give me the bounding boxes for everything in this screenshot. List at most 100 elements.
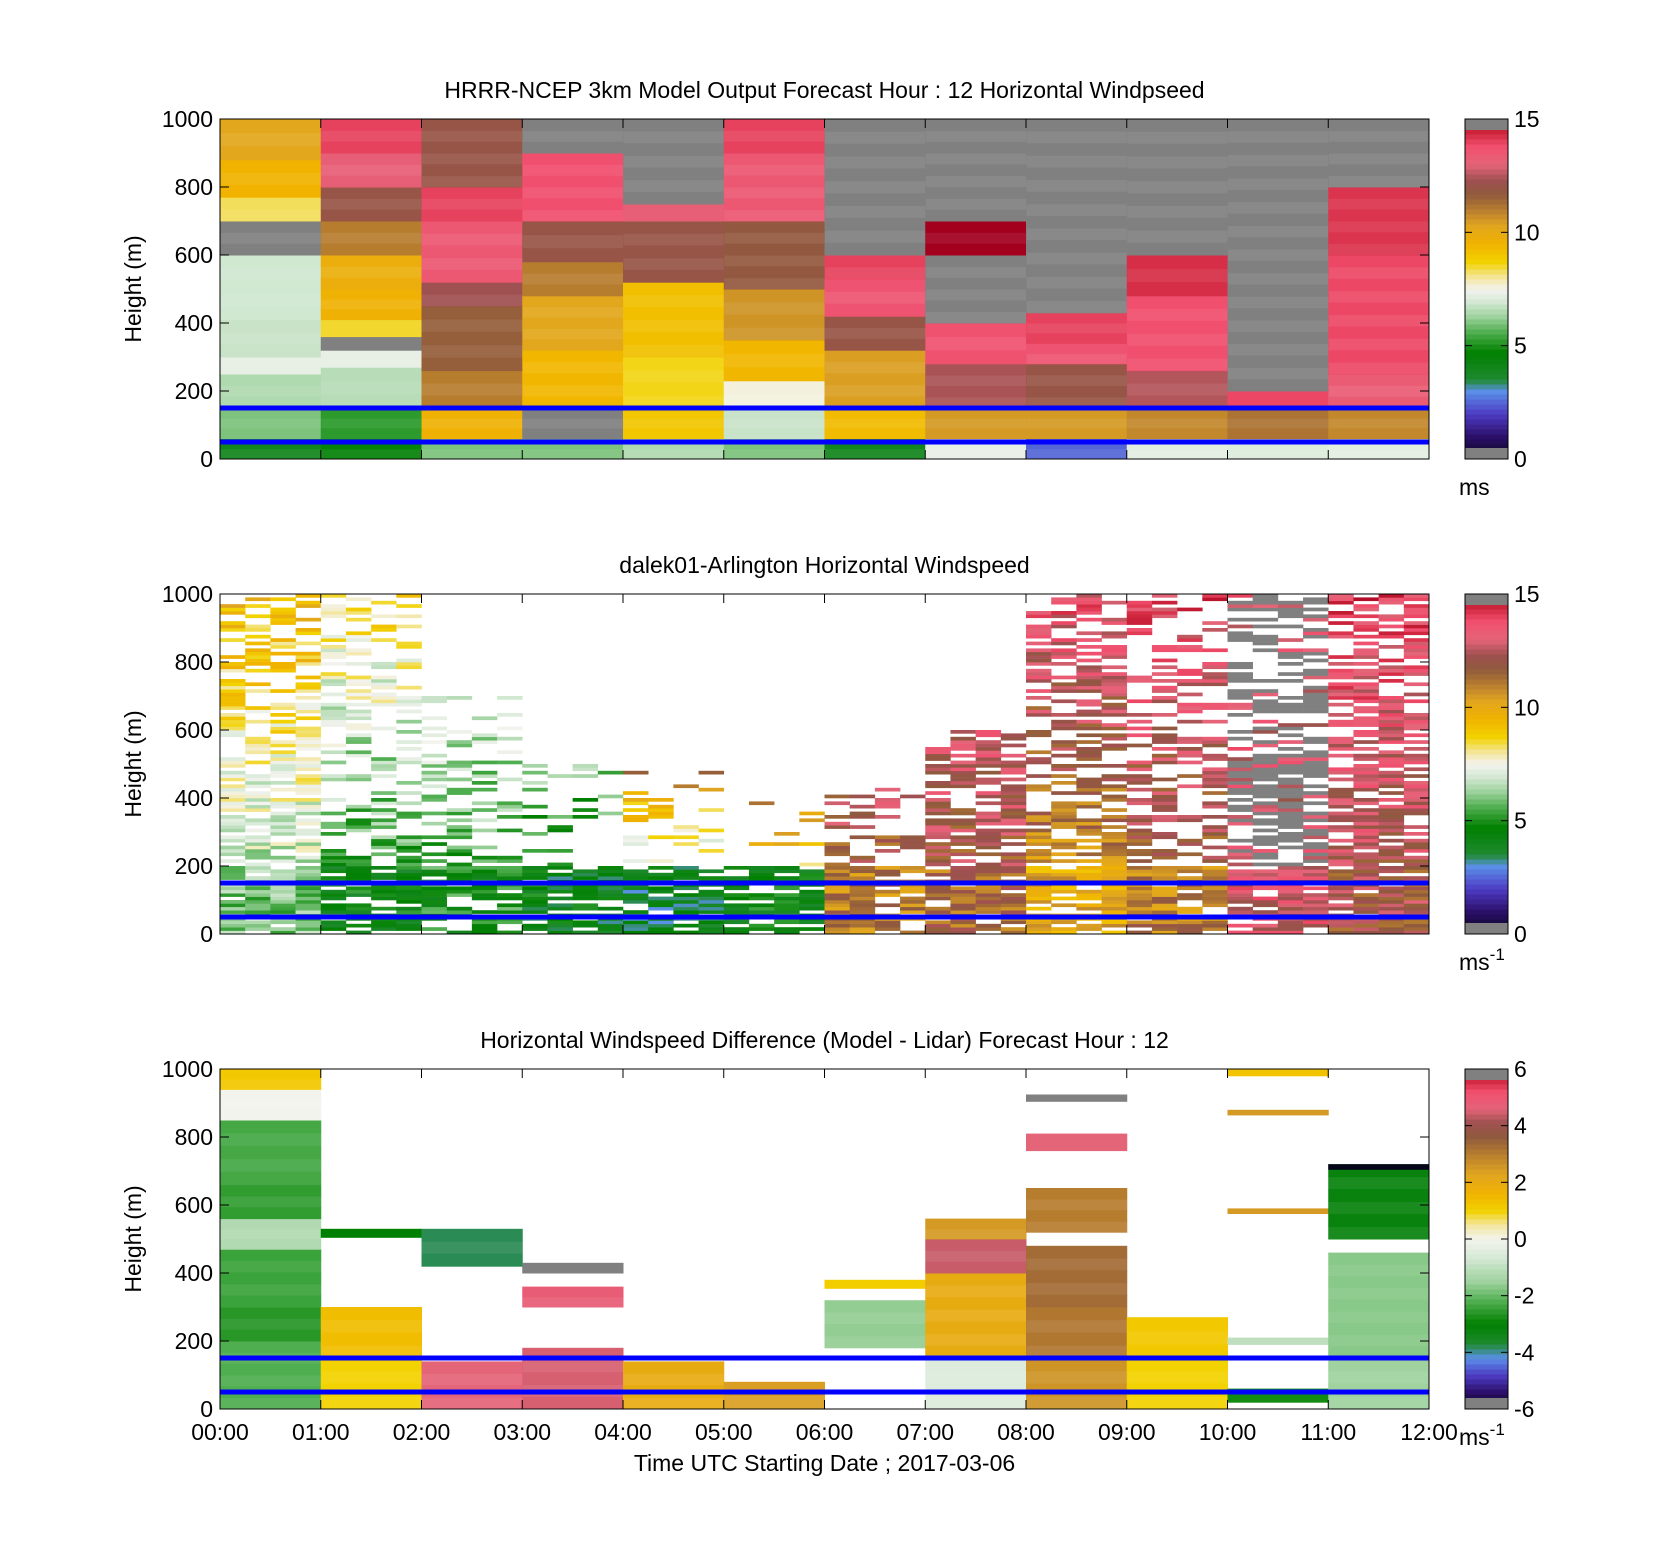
lidar-cell (1151, 594, 1178, 598)
lidar-cell (245, 624, 271, 629)
lidar-cell (320, 774, 347, 778)
lidar-cell (1202, 628, 1228, 632)
lidar-cell (1000, 930, 1027, 934)
heat-cell (522, 396, 624, 409)
lidar-cell (874, 893, 901, 897)
heat-cell (925, 232, 1027, 245)
heat-cell (824, 242, 926, 256)
lidar-cell (295, 767, 322, 772)
lidar-cell (1126, 869, 1153, 874)
colorbar-segment (1465, 879, 1508, 885)
heat-cell (623, 191, 725, 205)
lidar-cell (1227, 774, 1253, 778)
lidar-cell (1252, 818, 1279, 823)
colorbar-cap-top (1465, 1069, 1508, 1080)
lidar-cell (270, 930, 296, 934)
lidar-cell (421, 886, 447, 891)
lidar-cell (723, 930, 750, 934)
lidar-cell (774, 900, 800, 904)
lidar-cell (1227, 713, 1253, 717)
lidar-cell (925, 781, 951, 785)
heat-cell (220, 1089, 322, 1101)
colorbar-segment (1465, 699, 1508, 705)
colorbar-segment (1465, 649, 1508, 655)
lidar-cell (1353, 811, 1379, 816)
heat-cell (220, 172, 322, 186)
lidar-cell (1277, 604, 1304, 608)
lidar-cell (1378, 764, 1405, 768)
lidar-cell (1378, 781, 1405, 785)
lidar-cell (1202, 743, 1228, 748)
heat-cell (925, 1250, 1027, 1263)
y-tick-label: 0 (200, 921, 213, 947)
heat-cell (1026, 396, 1128, 409)
colorbar-segment (1465, 219, 1508, 225)
lidar-cell (874, 927, 901, 931)
lidar-cell (698, 906, 725, 911)
heat-cell (320, 1396, 422, 1409)
lidar-cell (320, 906, 347, 911)
colorbar-segment (1465, 389, 1508, 395)
lidar-cell (220, 825, 246, 829)
colorbar-segment (1465, 774, 1508, 780)
heat-cell (1126, 205, 1228, 219)
heat-cell (1026, 353, 1128, 365)
lidar-cell (1151, 733, 1178, 738)
lidar-cell (1000, 764, 1027, 768)
heat-cell (824, 131, 926, 145)
lidar-cell (723, 920, 750, 925)
lidar-cell (1051, 624, 1077, 629)
lidar-cell (673, 825, 699, 829)
lidar-cell (421, 893, 447, 897)
lidar-cell (1051, 713, 1077, 717)
lidar-cell (849, 920, 876, 925)
lidar-cell (471, 736, 498, 741)
lidar-cell (320, 927, 347, 931)
lidar-cell (824, 876, 850, 880)
lidar-cell (371, 662, 397, 666)
lidar-cell (1353, 784, 1379, 789)
lidar-cell (345, 597, 372, 602)
lidar-cell (396, 923, 422, 928)
lidar-cell (1252, 774, 1279, 778)
lidar-cell (950, 896, 976, 901)
lidar-cell (396, 876, 422, 880)
lidar-cell (1177, 709, 1203, 714)
lidar-cell (950, 764, 976, 768)
lidar-cell (1026, 672, 1052, 676)
lidar-cell (1101, 866, 1128, 870)
lidar-cell (1076, 597, 1102, 602)
lidar-cell (497, 859, 523, 863)
lidar-cell (1151, 852, 1178, 857)
lidar-cell (1026, 784, 1052, 789)
lidar-cell (1303, 910, 1329, 914)
heat-cell (623, 245, 725, 259)
heat-cell (522, 428, 624, 440)
lidar-cell (220, 798, 246, 802)
lidar-cell (723, 927, 750, 931)
heat-cell (1126, 156, 1228, 169)
lidar-cell (471, 886, 498, 891)
lidar-cell (345, 777, 372, 782)
lidar-cell (1051, 791, 1077, 795)
lidar-cell (774, 903, 800, 908)
lidar-cell (1051, 699, 1077, 704)
lidar-cell (421, 798, 447, 802)
lidar-cell (1378, 706, 1405, 710)
lidar-cell (522, 770, 548, 775)
lidar-cell (1051, 889, 1077, 894)
lidar-cell (1000, 815, 1027, 819)
heat-cell (1126, 282, 1228, 297)
lidar-cell (1026, 631, 1052, 636)
lidar-cell (220, 866, 246, 870)
lidar-cell (698, 889, 725, 894)
lidar-cell (925, 852, 951, 857)
lidar-cell (471, 889, 498, 894)
lidar-cell (270, 723, 296, 727)
lidar-cell (1026, 889, 1052, 894)
lidar-cell (1353, 621, 1379, 625)
heat-cell (1227, 189, 1329, 203)
colorbar-tick-label: 10 (1514, 694, 1540, 720)
lidar-cell (950, 777, 976, 782)
lidar-cell (471, 866, 498, 870)
